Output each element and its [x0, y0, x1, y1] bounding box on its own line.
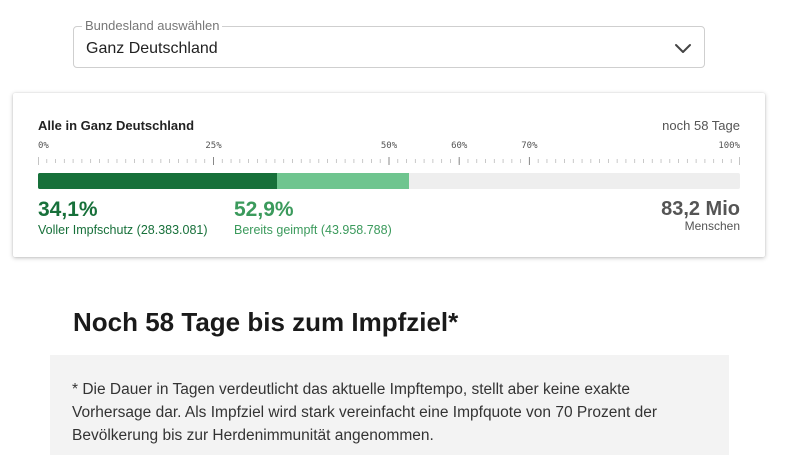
partial-vaccinated-label: Bereits geimpft (43.958.788) — [234, 223, 392, 237]
progress-ruler — [38, 157, 740, 165]
state-select[interactable]: Bundesland auswählen Ganz Deutschland — [73, 18, 705, 68]
full-vaccinated-label: Voller Impfschutz (28.383.081) — [38, 223, 208, 237]
vaccination-progress-card: Alle in Ganz Deutschland noch 58 Tage 0%… — [13, 93, 765, 257]
footnote-text: * Die Dauer in Tagen verdeutlicht das ak… — [72, 381, 658, 444]
progress-track — [38, 173, 740, 189]
tick-label: 60% — [451, 141, 468, 151]
tick-label: 25% — [205, 141, 222, 151]
population-value: 83,2 Mio — [661, 198, 740, 220]
page-heading: Noch 58 Tage bis zum Impfziel* — [73, 307, 459, 337]
chevron-down-icon[interactable] — [674, 39, 692, 57]
tick-label: 70% — [521, 141, 538, 151]
footnote-box: * Die Dauer in Tagen verdeutlicht das ak… — [50, 355, 729, 455]
state-select-value: Ganz Deutschland — [86, 40, 218, 57]
tick-label: 50% — [380, 141, 398, 151]
card-title: Alle in Ganz Deutschland — [38, 118, 195, 133]
tick-label: 100% — [718, 141, 740, 151]
progress-full-segment — [38, 173, 278, 189]
full-vaccinated-percent: 34,1% — [38, 198, 98, 221]
partial-vaccinated-percent: 52,9% — [234, 198, 294, 221]
days-left-label: noch 58 Tage — [662, 118, 740, 133]
population-unit: Menschen — [684, 219, 740, 233]
state-select-label: Bundesland auswählen — [82, 18, 223, 34]
tick-label: 0% — [38, 141, 49, 151]
